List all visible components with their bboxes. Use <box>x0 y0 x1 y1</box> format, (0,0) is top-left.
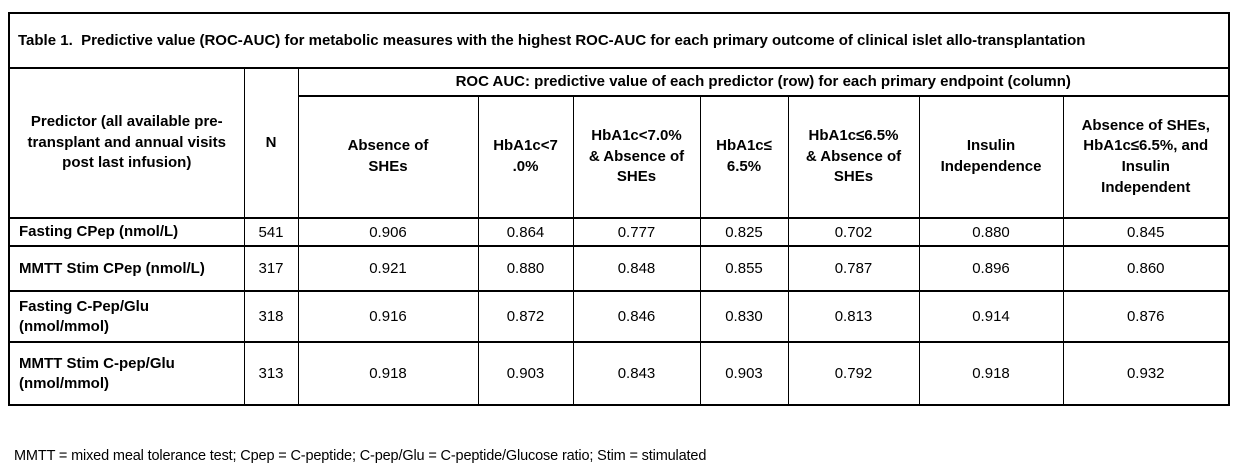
endpoint-header-row: Absence of SHEs HbA1c<7 .0% HbA1c<7.0% &… <box>9 95 1230 219</box>
roc-auc-value: 0.880 <box>918 217 1064 247</box>
roc-auc-value: 0.876 <box>1062 290 1230 343</box>
abbreviations-footnote: MMTT = mixed meal tolerance test; Cpep =… <box>14 448 707 464</box>
table-title: Table 1. Predictive value (ROC-AUC) for … <box>8 12 1230 69</box>
roc-auc-value: 0.843 <box>572 341 701 406</box>
roc-auc-value: 0.932 <box>1062 341 1230 406</box>
table-row-mmtt-stim-cpep: MMTT Stim CPep (nmol/L) 317 0.921 0.880 … <box>8 245 1230 292</box>
roc-auc-value: 0.702 <box>787 217 920 247</box>
roc-auc-value: 0.813 <box>787 290 920 343</box>
endpoint-header-hba1c-below-7-0-and-absence-of-shes: HbA1c<7.0% & Absence of SHEs <box>572 95 701 219</box>
roc-auc-value: 0.903 <box>699 341 789 406</box>
endpoint-header-insulin-independence: Insulin Independence <box>918 95 1064 219</box>
roc-auc-value: 0.787 <box>787 245 920 292</box>
roc-auc-value: 0.914 <box>918 290 1064 343</box>
roc-auc-value: 0.918 <box>918 341 1064 406</box>
roc-auc-value: 0.845 <box>1062 217 1230 247</box>
roc-auc-value: 0.825 <box>699 217 789 247</box>
endpoint-header-absence-of-shes: Absence of SHEs <box>297 95 479 219</box>
endpoint-header-composite-outcome: Absence of SHEs, HbA1c≤6.5%, and Insulin… <box>1062 95 1230 219</box>
row-predictor-label: MMTT Stim CPep (nmol/L) <box>8 245 245 292</box>
roc-auc-value: 0.792 <box>787 341 920 406</box>
row-predictor-label: MMTT Stim C-pep/Glu (nmol/mmol) <box>8 341 245 406</box>
roc-auc-value: 0.777 <box>572 217 701 247</box>
roc-auc-value: 0.846 <box>572 290 701 343</box>
roc-auc-value: 0.872 <box>477 290 574 343</box>
row-n-value: 313 <box>243 341 299 406</box>
page: Table 1. Predictive value (ROC-AUC) for … <box>8 12 1230 406</box>
roc-auc-value: 0.918 <box>297 341 479 406</box>
row-predictor-label: Fasting C-Pep/Glu (nmol/mmol) <box>8 290 245 343</box>
roc-auc-value: 0.848 <box>572 245 701 292</box>
roc-auc-value: 0.906 <box>297 217 479 247</box>
roc-auc-value: 0.830 <box>699 290 789 343</box>
table-row-mmtt-stim-cpep-glu: MMTT Stim C-pep/Glu (nmol/mmol) 313 0.91… <box>8 341 1230 406</box>
row-n-value: 318 <box>243 290 299 343</box>
table-row-fasting-cpep: Fasting CPep (nmol/L) 541 0.906 0.864 0.… <box>8 217 1230 247</box>
roc-auc-value: 0.903 <box>477 341 574 406</box>
roc-auc-value: 0.921 <box>297 245 479 292</box>
table-row-fasting-cpep-glu: Fasting C-Pep/Glu (nmol/mmol) 318 0.916 … <box>8 290 1230 343</box>
endpoint-header-hba1c-below-7-0: HbA1c<7 .0% <box>477 95 574 219</box>
endpoint-header-hba1c-max-6-5-and-absence-of-shes: HbA1c≤6.5% & Absence of SHEs <box>787 95 920 219</box>
roc-auc-span-header: ROC AUC: predictive value of each predic… <box>297 67 1230 97</box>
roc-auc-table: Table 1. Predictive value (ROC-AUC) for … <box>8 12 1230 406</box>
roc-auc-value: 0.864 <box>477 217 574 247</box>
row-predictor-label: Fasting CPep (nmol/L) <box>8 217 245 247</box>
predictor-column-header: Predictor (all available pre- transplant… <box>8 67 245 219</box>
header-row-top: Predictor (all available pre- transplant… <box>8 67 1230 219</box>
roc-auc-value: 0.896 <box>918 245 1064 292</box>
title-row: Table 1. Predictive value (ROC-AUC) for … <box>8 12 1230 69</box>
roc-auc-value: 0.860 <box>1062 245 1230 292</box>
endpoint-header-hba1c-max-6-5: HbA1c≤ 6.5% <box>699 95 789 219</box>
n-column-header: N <box>243 67 299 219</box>
roc-auc-value: 0.855 <box>699 245 789 292</box>
roc-auc-value: 0.880 <box>477 245 574 292</box>
roc-auc-value: 0.916 <box>297 290 479 343</box>
row-n-value: 317 <box>243 245 299 292</box>
row-n-value: 541 <box>243 217 299 247</box>
